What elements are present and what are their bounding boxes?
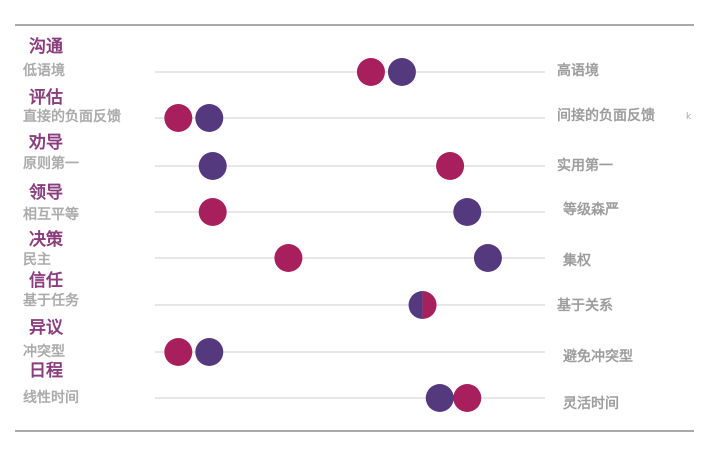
right-pole-label: 高语境 <box>557 62 599 79</box>
left-pole-label: 民主 <box>23 251 51 268</box>
point-magenta <box>164 338 193 366</box>
left-pole-label: 线性时间 <box>23 389 79 406</box>
right-pole-label: 间接的负面反馈 <box>557 107 655 124</box>
right-pole-label: 实用第一 <box>557 157 613 174</box>
point-purple <box>387 58 416 86</box>
bottom-frame-line <box>15 430 694 432</box>
point-purple <box>198 152 227 180</box>
right-pole-label: 避免冲突型 <box>563 348 633 365</box>
left-pole-label: 基于任务 <box>23 292 80 309</box>
point-purple <box>195 104 224 132</box>
point-magenta <box>198 198 227 226</box>
stray-mark: k <box>686 112 692 122</box>
category-label: 决策 <box>29 229 64 250</box>
point-purple <box>408 291 423 319</box>
point-magenta <box>164 104 193 132</box>
left-pole-label: 原则第一 <box>23 155 79 172</box>
right-pole-label: 等级森严 <box>563 201 619 218</box>
category-label: 评估 <box>29 87 63 108</box>
left-pole-label: 直接的负面反馈 <box>23 108 121 125</box>
left-pole-label: 相互平等 <box>23 206 79 223</box>
point-purple <box>473 244 502 272</box>
point-magenta <box>422 291 437 319</box>
point-purple <box>453 198 482 226</box>
category-label: 沟通 <box>29 36 63 57</box>
point-purple <box>195 338 224 366</box>
point-magenta <box>274 244 303 272</box>
left-pole-label: 冲突型 <box>23 343 65 360</box>
point-magenta <box>356 58 385 86</box>
right-pole-label: 灵活时间 <box>563 395 619 412</box>
left-pole-label: 低语境 <box>22 62 65 79</box>
category-label: 异议 <box>29 318 64 338</box>
point-magenta <box>436 152 465 180</box>
right-pole-label: 基于关系 <box>557 297 613 314</box>
category-label: 劝导 <box>28 132 63 153</box>
top-frame-line <box>15 24 694 26</box>
point-purple <box>425 384 454 412</box>
point-magenta <box>453 384 482 412</box>
category-label: 日程 <box>29 361 63 381</box>
category-label: 领导 <box>29 182 63 203</box>
right-pole-label: 集权 <box>562 252 592 269</box>
category-label: 信任 <box>29 270 63 291</box>
